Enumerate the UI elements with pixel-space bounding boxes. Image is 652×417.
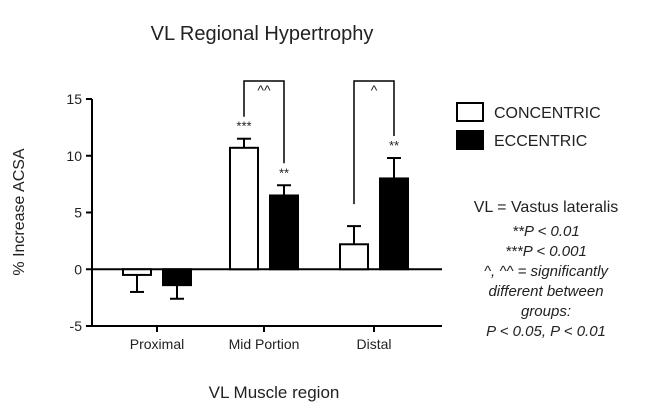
bar	[162, 268, 192, 287]
y-tick-label: 0	[74, 261, 82, 277]
bar	[379, 177, 409, 271]
legend-swatch	[456, 130, 484, 150]
bar	[122, 268, 152, 276]
notes-line: P < 0.05, P < 0.01	[486, 323, 606, 340]
notes-line: groups:	[520, 303, 572, 320]
y-tick-label: 10	[66, 148, 82, 164]
bracket-label: ^	[371, 82, 378, 98]
bracket-label: ^^	[257, 82, 271, 98]
x-axis-label: VL Muscle region	[209, 383, 340, 402]
bars	[122, 137, 409, 300]
y-tick-label: 5	[74, 205, 82, 221]
bar	[269, 194, 299, 271]
legend-label: ECCENTRIC	[494, 133, 587, 150]
notes-definition: VL = Vastus lateralis	[473, 199, 619, 216]
notes-panel: VL = Vastus lateralis **P < 0.01 ***P < …	[446, 198, 646, 342]
legend-label: CONCENTRIC	[494, 105, 601, 122]
notes-line: **P < 0.01	[512, 223, 580, 240]
chart-title: VL Regional Hypertrophy	[151, 23, 374, 45]
notes-line: ^, ^^ = significantly	[483, 263, 609, 280]
bar	[229, 146, 259, 271]
y-axis-label: % Increase ACSA	[11, 148, 28, 276]
notes-line: different between	[488, 283, 604, 300]
x-tick-label: Distal	[356, 336, 391, 352]
significance-bracket	[353, 80, 395, 205]
significance-label: **	[389, 138, 399, 153]
annotations: *******^^ ^	[236, 80, 399, 205]
notes-line: ***P < 0.001	[505, 243, 587, 260]
significance-label: ***	[236, 119, 251, 134]
significance-label: **	[279, 165, 289, 180]
legend: CONCENTRIC ECCENTRIC	[456, 102, 601, 150]
legend-swatch	[456, 102, 484, 122]
y-tick-label: -5	[70, 318, 83, 334]
x-tick-label: Proximal	[130, 336, 184, 352]
y-tick-label: 15	[66, 91, 82, 107]
bar	[339, 243, 369, 271]
significance-bracket	[243, 80, 285, 164]
x-tick-label: Mid Portion	[229, 336, 300, 352]
